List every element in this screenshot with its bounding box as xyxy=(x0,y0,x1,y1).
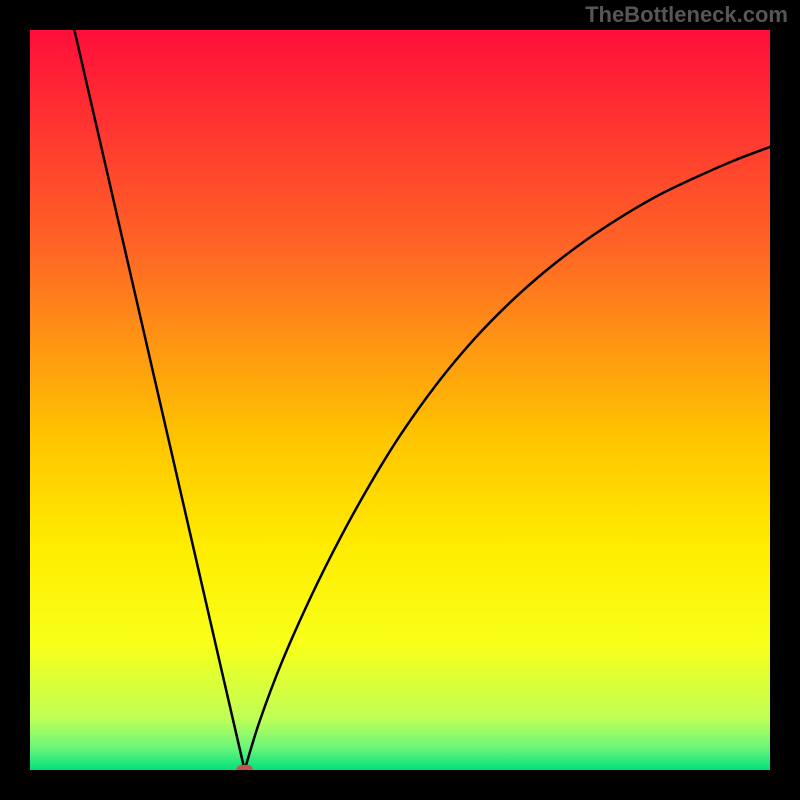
watermark-text: TheBottleneck.com xyxy=(585,2,788,28)
plot-area xyxy=(30,30,770,770)
minimum-marker xyxy=(236,765,252,770)
chart-svg xyxy=(30,30,770,770)
chart-frame: TheBottleneck.com xyxy=(0,0,800,800)
chart-background xyxy=(30,30,770,770)
